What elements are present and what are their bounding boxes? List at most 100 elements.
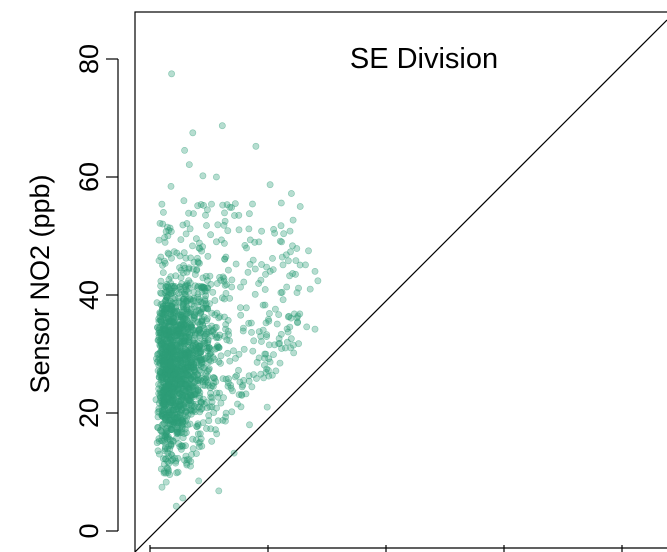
data-point	[221, 209, 228, 217]
data-point	[277, 199, 285, 207]
data-point	[266, 358, 274, 366]
data-point	[224, 349, 231, 357]
data-point	[168, 70, 175, 78]
data-point	[159, 261, 166, 269]
data-point	[189, 210, 197, 217]
data-point	[197, 329, 204, 337]
data-point	[180, 262, 187, 269]
data-point	[176, 400, 184, 408]
data-point	[220, 394, 227, 402]
data-point	[181, 289, 188, 296]
data-point	[259, 326, 267, 334]
data-point	[222, 375, 230, 383]
data-point	[194, 290, 202, 298]
data-point	[161, 357, 168, 364]
data-point	[167, 310, 174, 318]
data-point	[155, 257, 163, 264]
data-point	[204, 252, 212, 260]
data-point	[235, 211, 243, 219]
data-point	[161, 351, 169, 359]
data-point	[190, 371, 197, 379]
data-point	[221, 217, 229, 225]
data-point	[165, 435, 173, 443]
data-point	[265, 355, 273, 363]
data-point	[198, 317, 206, 325]
data-point	[199, 274, 207, 282]
data-point	[264, 366, 272, 374]
data-point	[292, 257, 300, 264]
data-point	[265, 310, 273, 317]
data-point	[302, 261, 309, 269]
data-point	[209, 288, 217, 296]
data-point	[171, 318, 179, 325]
data-point	[190, 258, 198, 266]
data-point	[201, 295, 209, 303]
data-point	[311, 325, 319, 333]
data-point	[226, 357, 234, 365]
data-point	[160, 460, 168, 468]
data-point	[306, 285, 314, 293]
data-point	[171, 299, 179, 307]
data-point	[164, 232, 172, 240]
data-point	[260, 361, 268, 369]
data-point	[305, 247, 312, 255]
data-point	[222, 253, 230, 261]
data-point	[162, 478, 170, 486]
data-point	[158, 483, 166, 491]
data-point	[227, 381, 234, 389]
data-point	[255, 238, 263, 246]
data-point	[164, 394, 171, 402]
data-point	[172, 272, 180, 280]
data-point	[162, 304, 170, 312]
data-point	[185, 161, 193, 168]
y-tick-label: 60	[74, 162, 104, 192]
data-point	[278, 238, 285, 246]
data-point	[202, 287, 210, 295]
data-point	[271, 341, 278, 349]
data-point	[217, 399, 225, 407]
data-point	[182, 291, 189, 298]
data-point	[237, 311, 245, 319]
data-point	[287, 248, 294, 256]
data-point	[164, 282, 171, 290]
data-point	[198, 284, 206, 291]
data-point	[197, 310, 204, 318]
data-point	[245, 319, 253, 327]
data-point	[212, 173, 220, 181]
data-point	[218, 122, 226, 130]
data-point	[210, 409, 218, 416]
data-point	[181, 350, 189, 358]
data-point	[178, 339, 186, 346]
data-point	[251, 290, 259, 298]
data-point	[202, 272, 210, 280]
data-point	[221, 255, 229, 263]
data-point	[250, 337, 258, 345]
data-point	[261, 350, 269, 358]
data-point	[191, 384, 199, 391]
data-point	[185, 209, 192, 217]
data-point	[189, 337, 197, 345]
data-point	[240, 278, 248, 286]
data-point	[198, 315, 206, 323]
data-point	[265, 341, 273, 349]
data-point	[290, 310, 298, 318]
data-point	[214, 417, 222, 425]
data-point	[311, 267, 319, 275]
data-point	[189, 391, 197, 398]
data-point	[159, 455, 167, 463]
data-point	[202, 211, 209, 219]
data-point	[271, 305, 279, 313]
data-point	[199, 299, 207, 306]
data-point	[281, 344, 289, 352]
data-point	[208, 309, 216, 317]
data-point	[179, 221, 187, 229]
data-point	[224, 316, 232, 324]
data-point	[296, 261, 304, 269]
data-point	[257, 338, 265, 345]
data-point	[279, 296, 287, 304]
data-point	[240, 376, 248, 384]
data-point	[184, 395, 192, 403]
data-point	[164, 469, 172, 476]
data-point	[157, 301, 165, 308]
